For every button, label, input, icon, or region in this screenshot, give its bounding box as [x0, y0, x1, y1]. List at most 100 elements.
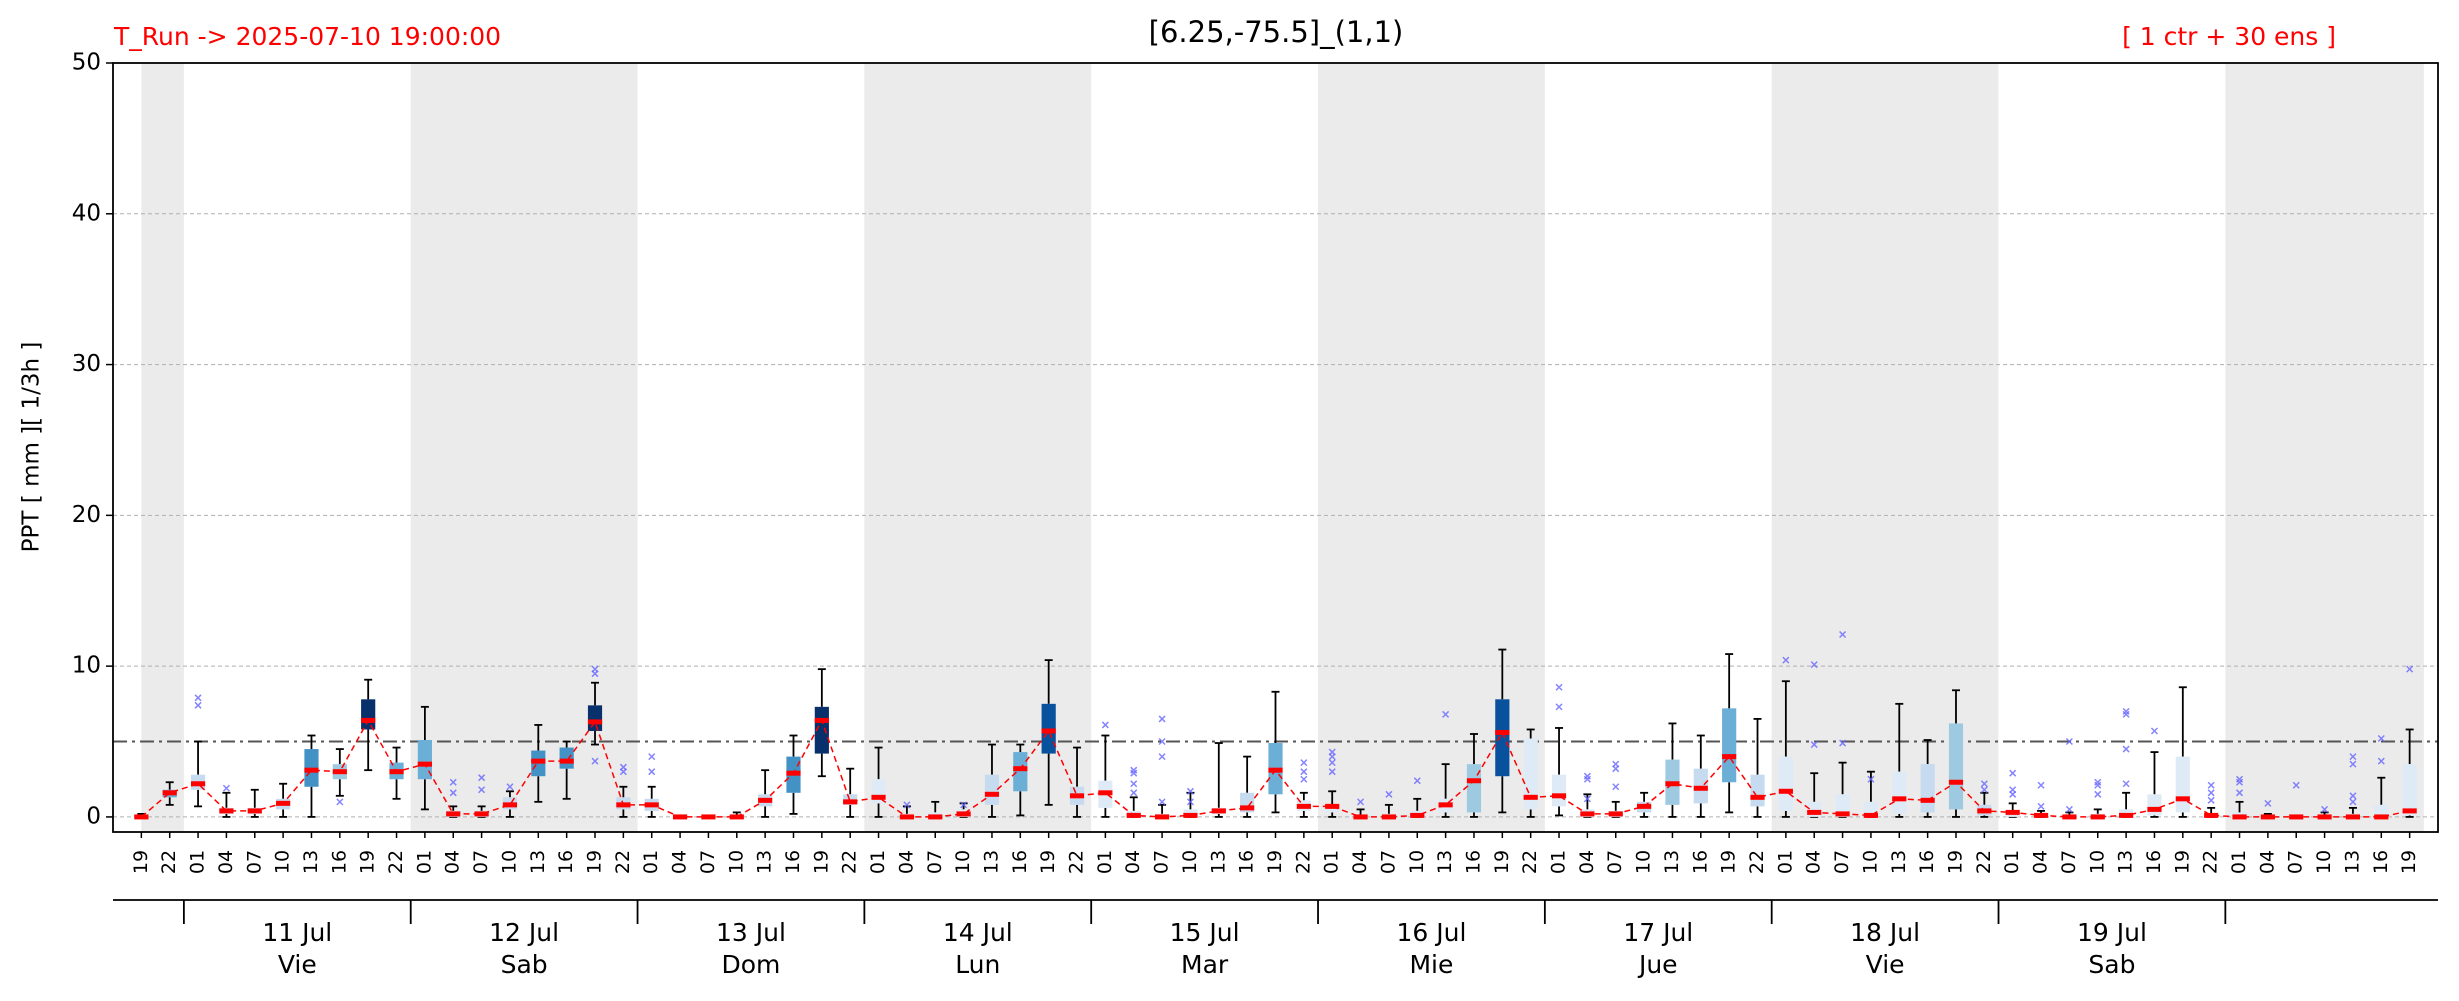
outlier [619, 763, 627, 771]
chart-title: [6.25,-75.5]_(1,1) [1149, 15, 1404, 49]
x-tick-label: 10 [498, 850, 520, 874]
x-tick-label: 19 [2171, 850, 2193, 874]
x-tick-label: 10 [1406, 850, 1428, 874]
outlier [1186, 798, 1194, 806]
x-tick-label: 13 [1888, 850, 1910, 874]
outlier [2292, 781, 2300, 789]
night-band [864, 63, 1092, 832]
x-tick-label: 04 [1576, 850, 1598, 874]
outlier [2264, 799, 2272, 807]
x-tick-label: 01 [2001, 850, 2023, 874]
box [984, 774, 1000, 805]
outlier [591, 665, 599, 673]
outlier [336, 798, 344, 806]
x-tick-label: 10 [2313, 850, 2335, 874]
y-tick-label: 40 [72, 200, 101, 226]
day-weekday: Sab [2088, 950, 2135, 979]
outlier [1158, 753, 1166, 761]
x-tick-label: 10 [1633, 850, 1655, 874]
x-tick-label: 01 [1094, 850, 1116, 874]
x-tick-label: 16 [782, 850, 804, 874]
x-tick-label: 19 [1264, 850, 1286, 874]
outlier [2037, 802, 2045, 810]
x-tick-label: 16 [1689, 850, 1711, 874]
x-tick-label: 13 [1434, 850, 1456, 874]
x-tick-label: 04 [2256, 850, 2278, 874]
shading [141, 63, 2424, 832]
x-tick-label: 16 [328, 850, 350, 874]
x-tick-label: 10 [952, 850, 974, 874]
outlier [1555, 703, 1563, 711]
box [2147, 794, 2162, 816]
outlier [2377, 757, 2385, 765]
outlier [1867, 775, 1875, 783]
outlier [1130, 780, 1138, 788]
outlier [2349, 798, 2357, 806]
x-tick-label: 13 [2341, 850, 2363, 874]
day-weekday: Lun [955, 950, 1000, 979]
x-tick-label: 19 [584, 850, 606, 874]
outlier [1158, 737, 1166, 746]
outlier [449, 789, 457, 797]
x-tick-label: 22 [1746, 850, 1768, 874]
outlier [648, 753, 656, 761]
x-tick-label: 13 [1207, 850, 1229, 874]
outlier [1612, 783, 1620, 791]
x-tick-label: 19 [1491, 850, 1513, 874]
day-date: 13 Jul [716, 918, 786, 947]
outlier [2122, 745, 2130, 753]
x-tick-label: 13 [1661, 850, 1683, 874]
day-weekday: Mie [1409, 950, 1453, 979]
box [1722, 708, 1737, 783]
outlier [2150, 727, 2158, 735]
x-tick-label: 22 [1519, 850, 1541, 874]
x-tick-label: 07 [470, 850, 492, 874]
x-tick-label: 16 [1916, 850, 1938, 874]
x-tick-label: 07 [1604, 850, 1626, 874]
outlier [2235, 775, 2244, 783]
x-tick-label: 13 [300, 850, 322, 874]
outlier [1810, 741, 1818, 749]
x-tick-label: 01 [640, 850, 662, 874]
x-tick-label: 10 [272, 850, 294, 874]
box [1013, 752, 1028, 792]
day-date: 11 Jul [262, 918, 332, 947]
outlier [1101, 721, 1109, 729]
day-weekday: Dom [722, 950, 781, 979]
x-tick-label: 22 [1973, 850, 1995, 874]
outlier [1980, 780, 1988, 788]
x-tick-label: 22 [385, 850, 407, 874]
y-tick-label: 20 [72, 502, 101, 528]
outlier [1980, 786, 1988, 794]
x-tick-label: 04 [1122, 850, 1144, 874]
x-tick-label: 19 [130, 850, 152, 874]
outlier [1328, 759, 1336, 767]
run-label: T_Run -> 2025-07-10 19:00:00 [113, 22, 501, 51]
box [1466, 764, 1482, 813]
box [559, 747, 574, 769]
night-band [141, 63, 184, 832]
outlier [2037, 781, 2045, 789]
x-tick-label: 01 [187, 850, 209, 874]
outlier [960, 801, 968, 809]
outlier [2065, 805, 2073, 813]
outlier [2009, 769, 2017, 777]
x-tick-label: 07 [1831, 850, 1853, 874]
x-tick-label: 10 [2086, 850, 2108, 874]
outlier [2094, 778, 2102, 786]
x-tick-label: 22 [1066, 850, 1088, 874]
x-tick-label: 22 [612, 850, 634, 874]
night-band [2225, 63, 2424, 832]
x-tick-label: 07 [697, 850, 719, 874]
box [587, 705, 603, 731]
x-tick-label: 16 [2143, 850, 2165, 874]
box [361, 699, 376, 730]
x-tick-label: 19 [1037, 850, 1059, 874]
x-tick-label: 04 [895, 850, 917, 874]
y-tick-label: 50 [72, 50, 101, 76]
outlier [1130, 766, 1138, 774]
